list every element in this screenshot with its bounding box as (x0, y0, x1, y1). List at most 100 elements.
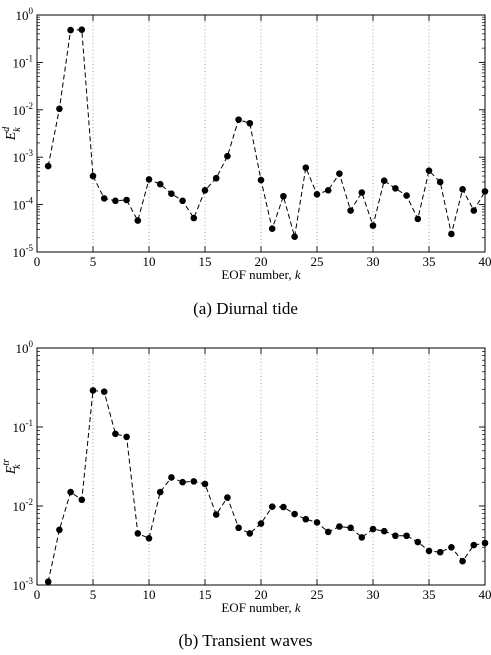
transient-data-point (78, 496, 86, 504)
diurnal-data-point (392, 185, 399, 192)
diurnal-data-point (235, 116, 242, 123)
transient-x-tick-label: 0 (34, 587, 41, 602)
diurnal-data-point (201, 187, 209, 194)
transient-data-point (459, 557, 466, 565)
transient-y-tick-label: 10-1 (13, 418, 34, 435)
diurnal-x-tick-label: 30 (367, 254, 380, 269)
diurnal-data-point (112, 197, 119, 205)
diurnal-data-point (324, 187, 332, 194)
transient-x-tick-label: 35 (423, 587, 436, 602)
transient-data-point (268, 503, 276, 510)
transient-data-point (324, 528, 332, 536)
transient-y-tick-label: 10-3 (13, 576, 34, 593)
diurnal-data-point (134, 217, 142, 224)
diurnal-data-point (481, 188, 489, 195)
diurnal-x-tick-label: 20 (255, 254, 268, 269)
transient-y-tick-label: 100 (16, 339, 34, 356)
transient-x-tick-label: 25 (311, 587, 324, 602)
chart-transient-waves: 10-3 10-2 10-1 100 0 5 10 15 20 25 30 35 40 EOF numbe… (1, 339, 491, 615)
diurnal-y-tick-label: 100 (16, 6, 34, 23)
diurnal-data-point (246, 119, 254, 127)
transient-data-point (179, 478, 186, 486)
transient-data-point (403, 532, 410, 540)
diurnal-y-axis-label: Edk (1, 126, 23, 142)
diurnal-data-point (358, 189, 366, 196)
transient-data-point (89, 387, 97, 394)
transient-data-point (448, 544, 455, 551)
diurnal-data-point (436, 178, 444, 186)
transient-data-point (392, 532, 399, 540)
transient-data-point (246, 530, 254, 537)
transient-data-point (156, 488, 164, 496)
transient-data-point (302, 515, 310, 523)
transient-data-point (436, 548, 444, 556)
transient-data-point (481, 539, 489, 547)
transient-data-point (235, 524, 242, 532)
transient-data-point (134, 530, 142, 537)
diurnal-data-point (347, 207, 354, 214)
diurnal-data-point (190, 214, 198, 222)
transient-data-point (56, 526, 63, 534)
diurnal-data-point (67, 26, 74, 34)
transient-data-point (425, 547, 433, 555)
transient-data-point (168, 474, 175, 481)
transient-data-point (369, 525, 377, 533)
transient-data-point (145, 535, 153, 542)
diurnal-data-point (179, 197, 186, 205)
transient-data-point (347, 524, 354, 532)
diurnal-data-point (44, 162, 52, 170)
transient-data-point (201, 480, 209, 488)
transient-x-tick-label: 20 (255, 587, 268, 602)
diurnal-data-point (302, 164, 310, 172)
diurnal-data-point (403, 192, 410, 199)
transient-data-point (190, 478, 198, 485)
transient-data-point (224, 494, 231, 501)
diurnal-data-point (257, 176, 265, 184)
transient-x-tick-label: 40 (479, 587, 491, 602)
diurnal-x-tick-label: 35 (423, 254, 436, 269)
transient-data-point (313, 519, 321, 526)
transient-data-point (470, 541, 478, 549)
transient-x-tick-label: 15 (199, 587, 212, 602)
transient-data-point (44, 578, 52, 586)
transient-x-tick-label: 30 (367, 587, 380, 602)
diurnal-data-point (100, 195, 108, 202)
diurnal-y-tick-label: 10-3 (13, 148, 34, 165)
transient-data-point (291, 510, 298, 518)
diurnal-x-axis-label: EOF number, k (221, 267, 301, 282)
diurnal-series-line (47, 29, 486, 237)
transient-data-point (257, 520, 265, 527)
diurnal-data-point (156, 180, 164, 188)
transient-series-line (47, 389, 486, 582)
diurnal-data-point (168, 190, 175, 197)
transient-x-axis-label: EOF number, k (221, 600, 301, 615)
transient-data-point (358, 534, 366, 541)
diurnal-data-point (268, 225, 276, 233)
diurnal-data-point (313, 190, 321, 198)
diurnal-data-point (425, 167, 433, 174)
transient-x-tick-label: 10 (143, 587, 156, 602)
diurnal-data-point (280, 192, 287, 200)
diurnal-y-tick-label: 10-4 (13, 196, 34, 213)
transient-data-point (280, 503, 287, 511)
diurnal-data-point (380, 177, 388, 184)
diurnal-x-tick-label: 15 (199, 254, 212, 269)
diurnal-data-point (56, 105, 63, 113)
transient-data-point (380, 527, 388, 535)
transient-y-axis-label: Etrk (1, 459, 23, 475)
diurnal-data-point (336, 170, 343, 177)
diurnal-data-point (291, 233, 298, 241)
transient-y-tick-label: 10-2 (13, 497, 34, 514)
chart-diurnal-tide: 10-5 10-4 10-3 10-2 10-1 100 0 5 10 15 20 25 30 35 40 E… (1, 6, 491, 282)
diurnal-data-point (145, 176, 153, 183)
diurnal-x-tick-label: 5 (90, 254, 97, 269)
transient-data-point (123, 433, 130, 441)
diurnal-data-point (89, 172, 97, 180)
diurnal-y-tick-label: 10-5 (13, 243, 34, 260)
diurnal-data-point (212, 174, 220, 182)
diurnal-x-tick-label: 10 (143, 254, 156, 269)
diurnal-x-tick-label: 0 (34, 254, 41, 269)
transient-x-tick-label: 5 (90, 587, 97, 602)
diurnal-x-tick-label: 25 (311, 254, 324, 269)
diurnal-x-tick-label: 40 (479, 254, 491, 269)
